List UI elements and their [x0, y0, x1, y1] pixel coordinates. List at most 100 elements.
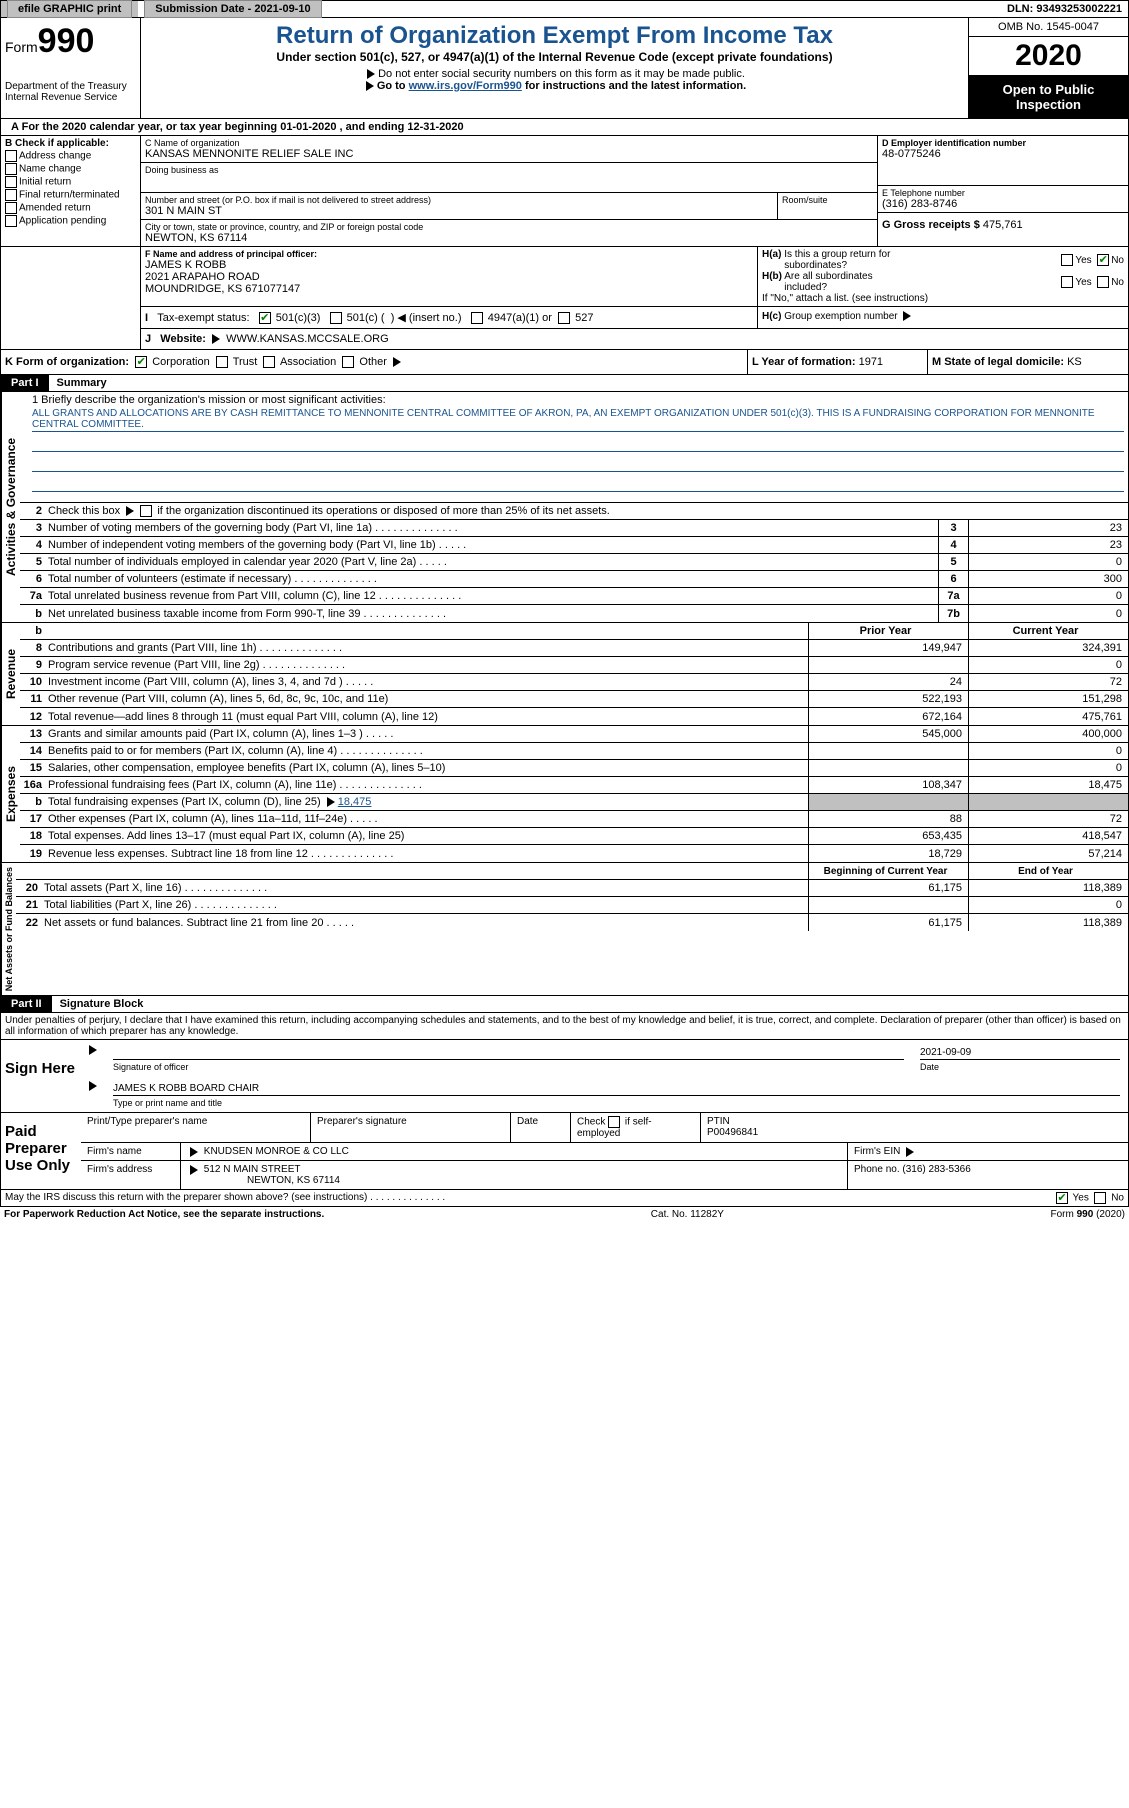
submission-date[interactable]: Submission Date - 2021-09-10: [144, 0, 321, 18]
cb-address-change[interactable]: Address change: [5, 150, 136, 162]
line10-desc: Investment income (Part VIII, column (A)…: [48, 676, 808, 688]
line4-desc: Number of independent voting members of …: [48, 539, 938, 551]
room-label: Room/suite: [777, 193, 877, 219]
side-revenue: Revenue: [1, 623, 20, 725]
sig-officer-label: Signature of officer: [113, 1062, 920, 1072]
py-header: Prior Year: [808, 623, 968, 639]
d-ein-label: D Employer identification number: [882, 138, 1124, 148]
line10-py: 24: [808, 674, 968, 690]
form-subtitle: Under section 501(c), 527, or 4947(a)(1)…: [161, 50, 948, 64]
part2-title: Signature Block: [52, 998, 144, 1010]
line19-desc: Revenue less expenses. Subtract line 18 …: [48, 848, 808, 860]
line6-desc: Total number of volunteers (estimate if …: [48, 573, 938, 585]
side-governance: Activities & Governance: [1, 392, 20, 622]
cb-501c[interactable]: [330, 312, 342, 324]
line8-desc: Contributions and grants (Part VIII, lin…: [48, 642, 808, 654]
line16b-val[interactable]: 18,475: [338, 796, 372, 808]
cb-corp[interactable]: [135, 356, 147, 368]
discuss-yes-cb[interactable]: [1056, 1192, 1068, 1204]
sign-here-block: Sign Here 2021-09-09 Signature of office…: [0, 1040, 1129, 1113]
line-a: A For the 2020 calendar year, or tax yea…: [1, 119, 468, 135]
j-label: Website:: [160, 333, 206, 345]
m-label: M State of legal domicile:: [932, 356, 1064, 368]
line14-py: [808, 743, 968, 759]
cb-other[interactable]: [342, 356, 354, 368]
ha-yes-cb[interactable]: [1061, 254, 1073, 266]
pointer-icon: [327, 797, 335, 807]
irs-label: Internal Revenue Service: [5, 92, 136, 103]
cb-discontinued[interactable]: [140, 505, 152, 517]
open-public: Open to Public Inspection: [969, 76, 1128, 118]
line7b-desc: Net unrelated business taxable income fr…: [48, 608, 938, 620]
cb-final-return[interactable]: Final return/terminated: [5, 189, 136, 201]
penalties-text: Under penalties of perjury, I declare th…: [1, 1013, 1128, 1039]
cb-assoc[interactable]: [263, 356, 275, 368]
g-gross-label: G Gross receipts $: [882, 219, 980, 231]
line15-desc: Salaries, other compensation, employee b…: [48, 762, 808, 774]
officer-name: JAMES K ROBB: [145, 259, 753, 271]
pointer-icon: [393, 357, 401, 367]
pointer-icon: [126, 506, 134, 516]
line5-val: 0: [968, 554, 1128, 570]
cb-amended[interactable]: Amended return: [5, 202, 136, 214]
cb-trust[interactable]: [216, 356, 228, 368]
line8-py: 149,947: [808, 640, 968, 656]
cb-527[interactable]: [558, 312, 570, 324]
ha-no-cb[interactable]: [1097, 254, 1109, 266]
cb-initial-return[interactable]: Initial return: [5, 176, 136, 188]
line13-cy: 400,000: [968, 726, 1128, 742]
mission-text: ALL GRANTS AND ALLOCATIONS ARE BY CASH R…: [32, 408, 1124, 432]
hb-note: If "No," attach a list. (see instruction…: [762, 293, 1124, 304]
pointer-icon: [906, 1147, 914, 1157]
hb-yes-cb[interactable]: [1061, 276, 1073, 288]
website-value: WWW.KANSAS.MCCSALE.ORG: [226, 333, 389, 345]
top-bar: efile GRAPHIC print Submission Date - 20…: [0, 0, 1129, 18]
form-title: Return of Organization Exempt From Incom…: [161, 22, 948, 50]
phone-label: Phone no.: [854, 1164, 900, 1175]
line19-cy: 57,214: [968, 845, 1128, 862]
cb-501c3[interactable]: [259, 312, 271, 324]
efile-btn[interactable]: efile GRAPHIC print: [7, 0, 132, 18]
discuss-question: May the IRS discuss this return with the…: [5, 1192, 445, 1203]
line8-cy: 324,391: [968, 640, 1128, 656]
line22-cy: 118,389: [968, 914, 1128, 931]
pointer-icon: [89, 1045, 97, 1055]
line9-py: [808, 657, 968, 673]
pointer-icon: [190, 1147, 198, 1157]
line4-val: 23: [968, 537, 1128, 553]
firm-name-label: Firm's name: [81, 1143, 181, 1160]
line10-cy: 72: [968, 674, 1128, 690]
tax-year: 2020: [969, 37, 1128, 76]
pointer-icon: [367, 69, 375, 79]
part1-title: Summary: [49, 377, 107, 389]
city-state-zip: NEWTON, KS 67114: [145, 232, 873, 244]
line20-cy: 118,389: [968, 880, 1128, 896]
cb-4947[interactable]: [471, 312, 483, 324]
form-footer: Form 990 (2020): [1051, 1209, 1125, 1220]
i-label: Tax-exempt status:: [157, 312, 249, 324]
cb-pending[interactable]: Application pending: [5, 215, 136, 227]
hb-no-cb[interactable]: [1097, 276, 1109, 288]
discuss-no-cb[interactable]: [1094, 1192, 1106, 1204]
dept-treasury: Department of the Treasury: [5, 81, 136, 92]
sig-date-label: Date: [920, 1062, 1120, 1072]
line3-desc: Number of voting members of the governin…: [48, 522, 938, 534]
line20-py: 61,175: [808, 880, 968, 896]
form-header: Form990 Department of the Treasury Inter…: [0, 18, 1129, 119]
irs-link[interactable]: www.irs.gov/Form990: [409, 80, 522, 92]
dba-label: Doing business as: [145, 165, 873, 175]
cb-self-employed[interactable]: [608, 1116, 620, 1128]
phone-value: (316) 283-8746: [882, 198, 1124, 210]
prep-date-label: Date: [511, 1113, 571, 1142]
line15-cy: 0: [968, 760, 1128, 776]
line14-cy: 0: [968, 743, 1128, 759]
pointer-icon: [212, 334, 220, 344]
cb-name-change[interactable]: Name change: [5, 163, 136, 175]
mission-blank: [32, 480, 1124, 492]
line11-desc: Other revenue (Part VIII, column (A), li…: [48, 693, 808, 705]
line9-desc: Program service revenue (Part VIII, line…: [48, 659, 808, 671]
line6-val: 300: [968, 571, 1128, 587]
line16a-desc: Professional fundraising fees (Part IX, …: [48, 779, 808, 791]
sign-date: 2021-09-09: [920, 1046, 1120, 1060]
e-phone-label: E Telephone number: [882, 188, 1124, 198]
